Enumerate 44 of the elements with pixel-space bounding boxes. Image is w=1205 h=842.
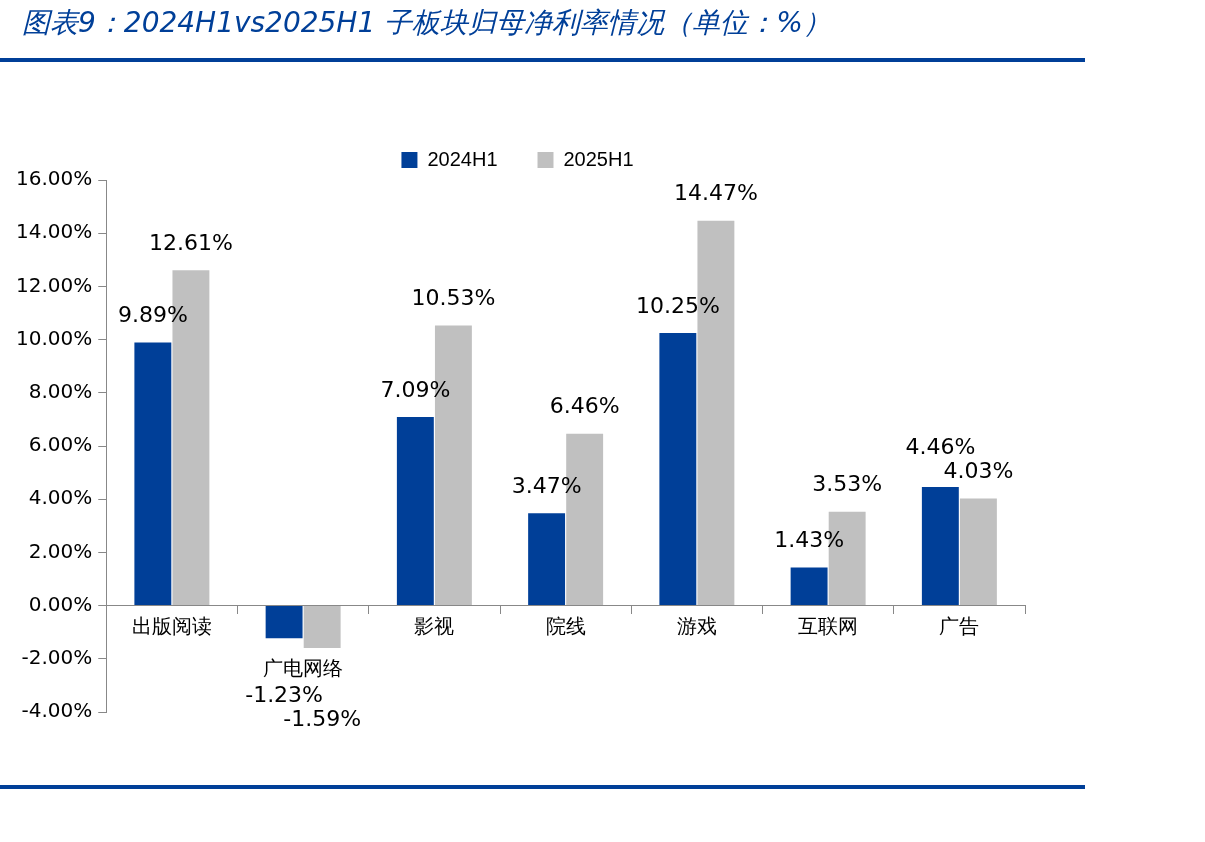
data-label: -1.23% [245, 681, 324, 707]
data-label: 4.46% [905, 434, 976, 460]
data-label: 14.47% [673, 180, 758, 206]
bar [396, 417, 434, 606]
data-label: 9.89% [117, 302, 188, 328]
y-tick-label: 12.00% [15, 272, 93, 297]
data-label: -1.59% [283, 705, 362, 731]
data-label: 12.61% [148, 229, 233, 255]
data-label: 3.47% [511, 473, 582, 499]
data-label: 10.53% [411, 285, 496, 311]
data-label: 1.43% [774, 527, 845, 553]
data-label: 10.25% [635, 292, 720, 318]
x-tick-label: 互联网 [798, 613, 859, 638]
x-tick-label: 广告 [939, 613, 980, 638]
bar [528, 513, 566, 606]
data-label: 4.03% [943, 458, 1014, 484]
y-tick-label: 4.00% [28, 485, 93, 510]
data-label: 6.46% [549, 393, 620, 419]
x-tick-label: 广电网络 [263, 656, 344, 681]
y-tick-label: -4.00% [21, 698, 93, 723]
y-tick-label: 6.00% [28, 432, 93, 457]
bar [134, 342, 172, 606]
data-label: 7.09% [380, 376, 451, 402]
x-tick-label: 院线 [545, 613, 586, 638]
bar [265, 606, 303, 639]
bar [659, 332, 697, 606]
y-tick-label: -2.00% [21, 645, 93, 669]
bar [921, 486, 959, 606]
y-tick-label: 16.00% [15, 166, 93, 191]
bar [959, 498, 997, 606]
legend-label: 2025H1 [563, 147, 634, 170]
bar [303, 606, 341, 648]
chart-title: 图表9：2024H1vs2025H1 子板块归母净利率情况（单位：%） [22, 5, 831, 41]
x-tick-label: 出版阅读 [131, 613, 212, 638]
x-tick-label: 影视 [414, 613, 455, 638]
y-tick-label: 2.00% [28, 538, 93, 563]
data-label: 3.53% [812, 471, 883, 497]
y-tick-label: 0.00% [28, 591, 93, 616]
y-tick-label: 14.00% [15, 219, 93, 244]
y-tick-label: 10.00% [15, 325, 93, 350]
legend-label: 2024H1 [427, 147, 498, 170]
x-tick-label: 游戏 [676, 613, 717, 638]
y-tick-label: 8.00% [28, 379, 93, 403]
bar [790, 567, 828, 606]
